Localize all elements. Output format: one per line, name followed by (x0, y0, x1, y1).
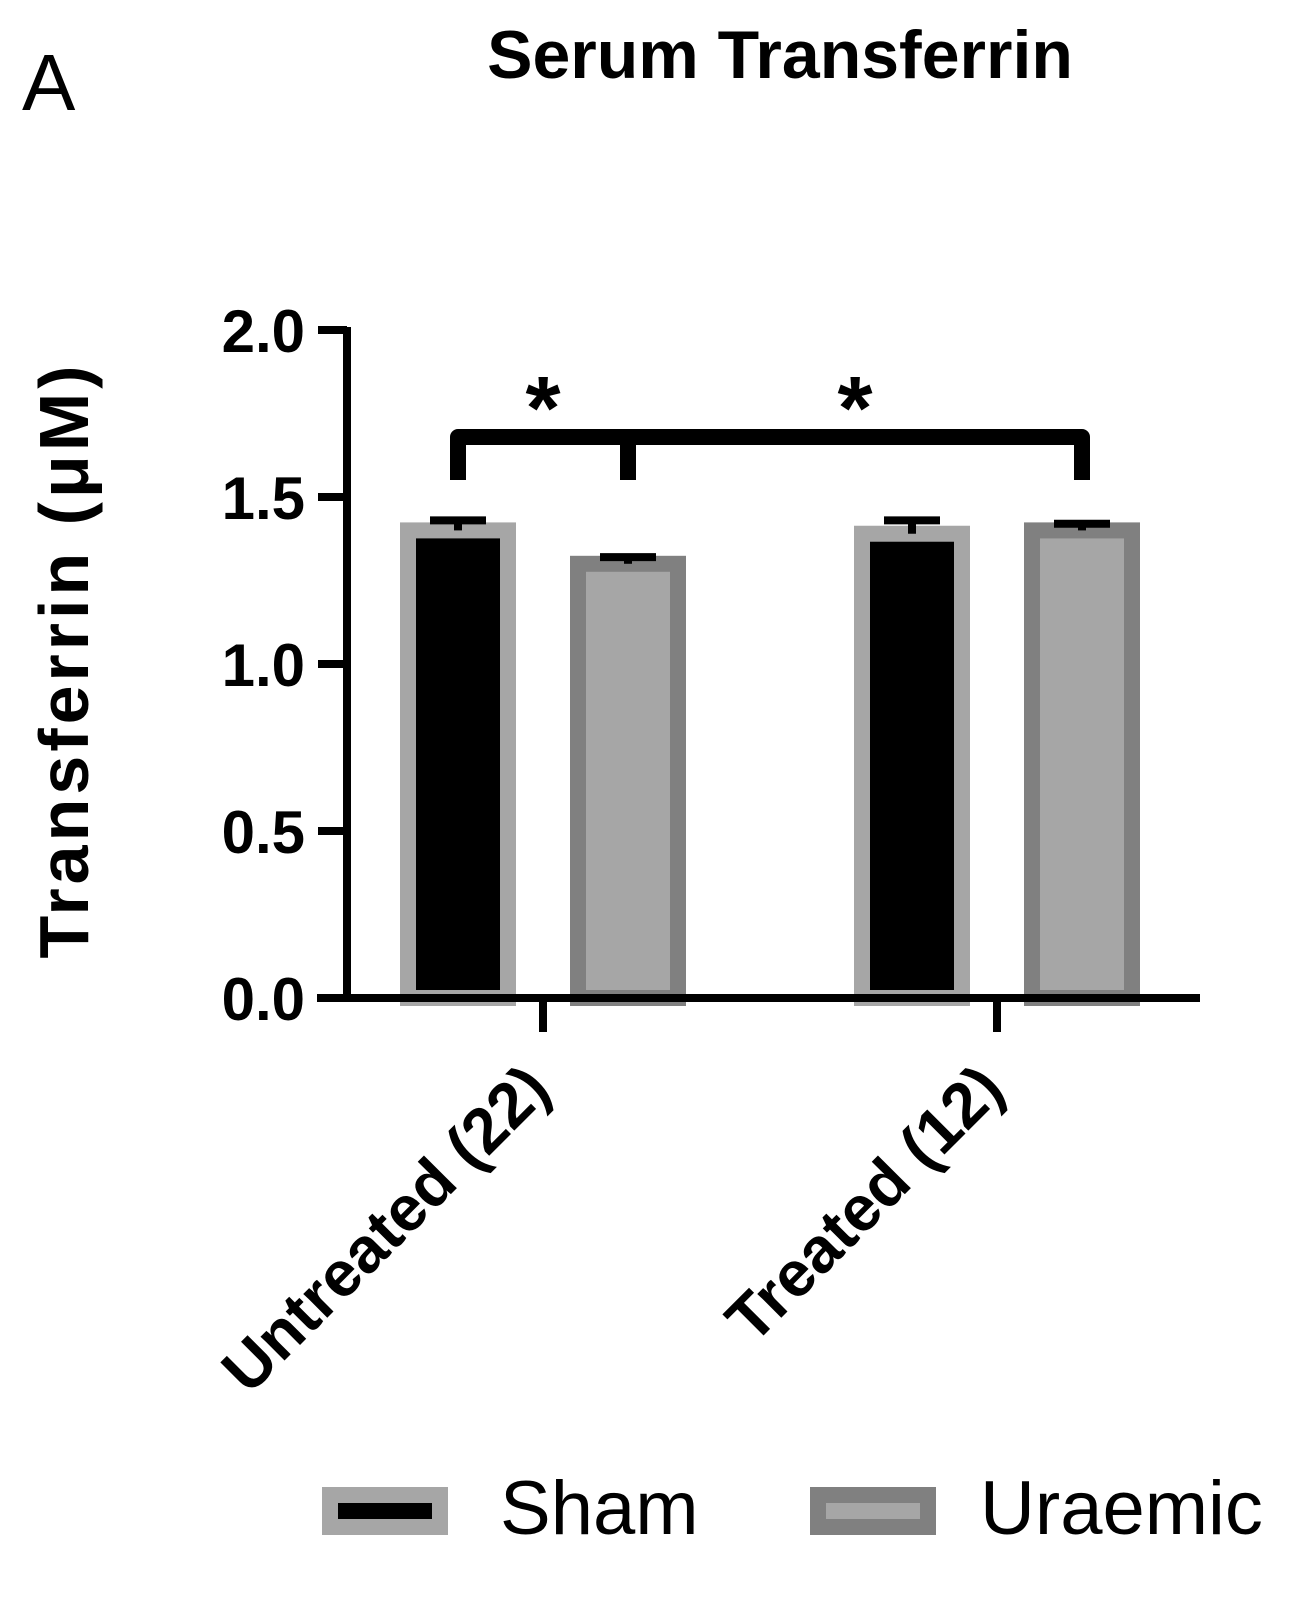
plot-area: 0.0 0.5 1.0 1.5 2.0 Untreated (22) Treated (12… (208, 298, 1200, 1406)
legend-swatch-uraemic (810, 1487, 936, 1535)
legend: Sham Uraemic (322, 1466, 1263, 1551)
y-tick-label: 0.0 (222, 966, 305, 1033)
significance-marker: * (837, 359, 872, 459)
bar-uraemic (570, 555, 686, 1006)
chart-title: Serum Transferrin (487, 17, 1073, 93)
y-axis-label: Transferrin (μM) (25, 362, 103, 959)
legend-label-sham: Sham (500, 1466, 699, 1551)
legend-label-uraemic: Uraemic (980, 1466, 1263, 1551)
bar-uraemic (1024, 522, 1140, 1007)
significance-bracket (620, 429, 1090, 480)
y-tick-label: 2.0 (222, 298, 305, 365)
significance-marker: * (525, 359, 560, 459)
bar-sham (400, 522, 516, 1007)
bar-sham (854, 525, 970, 1006)
legend-swatch-sham (322, 1487, 448, 1535)
y-tick-label: 1.5 (222, 465, 305, 532)
y-tick-label: 0.5 (222, 799, 305, 866)
x-tick-label: Untreated (22) (208, 1051, 563, 1406)
x-tick-label: Treated (12) (712, 1051, 1017, 1356)
y-tick-label: 1.0 (222, 632, 305, 699)
panel-label: A (22, 38, 76, 127)
